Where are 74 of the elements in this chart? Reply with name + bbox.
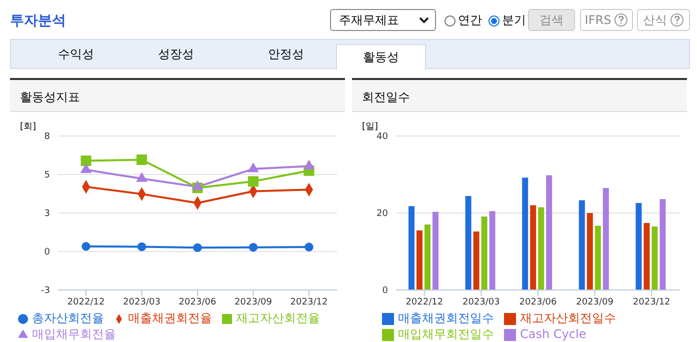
bar	[481, 216, 488, 290]
bar	[416, 230, 422, 290]
x-tick-label: 2023/06	[519, 297, 557, 308]
y-tick-label: 40	[376, 132, 388, 142]
legend-label: 매출채권회전일수	[398, 311, 494, 325]
point	[82, 242, 90, 251]
bar	[538, 207, 544, 290]
y-tick-label: 8	[44, 132, 50, 142]
text: 수익성	[57, 46, 95, 62]
chart-title: 회전일수	[362, 89, 410, 106]
x-tick-label: 2023/03	[462, 297, 500, 308]
legend-label: 총자산회전율	[32, 311, 104, 325]
y-tick-label: 0	[44, 248, 50, 258]
legend-label: Cash Cycle	[520, 327, 586, 341]
text: 분기	[502, 12, 526, 29]
x-tick-label: 2022/12	[67, 297, 105, 308]
x-tick-label: 2023/09	[234, 297, 272, 308]
y-tick-label: 3	[44, 209, 50, 220]
x-tick-label: 2023/12	[632, 297, 670, 308]
text: 활동성	[336, 44, 426, 70]
text: 검색	[528, 9, 575, 31]
text: 안정성	[267, 46, 305, 62]
point	[248, 242, 258, 252]
bar	[546, 175, 552, 290]
point	[248, 176, 258, 187]
point	[137, 242, 146, 252]
legend-label: 재고자산회전일수	[520, 311, 616, 325]
point	[193, 243, 202, 252]
text: 성장성	[157, 46, 195, 62]
bar	[473, 231, 480, 290]
text: 투자분석	[10, 12, 66, 30]
y-tick-label: 20	[376, 209, 388, 220]
point	[248, 162, 259, 172]
legend-label: 매입채무회전일수	[398, 327, 494, 341]
x-tick-label: 2023/12	[290, 297, 328, 308]
text: 연간	[458, 12, 482, 29]
bar	[660, 199, 666, 290]
x-tick-label: 2022/12	[406, 297, 444, 308]
bar	[465, 196, 472, 290]
bar	[522, 178, 528, 290]
text: 주재무제표	[339, 12, 399, 28]
bar	[489, 211, 496, 290]
y-axis-title: [회]	[20, 121, 36, 133]
bar	[586, 213, 593, 290]
point	[303, 160, 315, 170]
bar	[408, 206, 414, 290]
text: 산식	[637, 9, 690, 31]
bar	[432, 212, 438, 290]
text: IFRS	[580, 9, 633, 31]
x-tick-label: 2023/06	[178, 297, 216, 308]
bar	[578, 200, 585, 290]
legend-label: 재고자산회전율	[236, 311, 320, 325]
y-tick-label: 0	[382, 286, 388, 296]
y-tick-label: -3	[41, 286, 50, 296]
x-tick-label: 2023/09	[576, 297, 614, 308]
bar	[602, 188, 609, 290]
bar	[424, 224, 430, 290]
bar	[652, 226, 658, 290]
point	[80, 163, 92, 173]
bar	[530, 205, 536, 290]
point	[192, 180, 204, 190]
chart-title: 활동성지표	[20, 89, 80, 106]
point	[136, 154, 147, 165]
point	[80, 156, 92, 166]
bar	[636, 202, 642, 290]
point	[304, 242, 314, 252]
y-tick-label: 5	[44, 170, 50, 181]
x-tick-label: 2023/03	[123, 297, 160, 308]
legend-label: 매입채무회전율	[32, 327, 116, 341]
y-axis-title: [일]	[362, 121, 378, 132]
point	[136, 172, 148, 182]
legend-label: 매출채권회전율	[128, 311, 212, 325]
bar	[594, 226, 601, 290]
bar	[644, 223, 650, 290]
